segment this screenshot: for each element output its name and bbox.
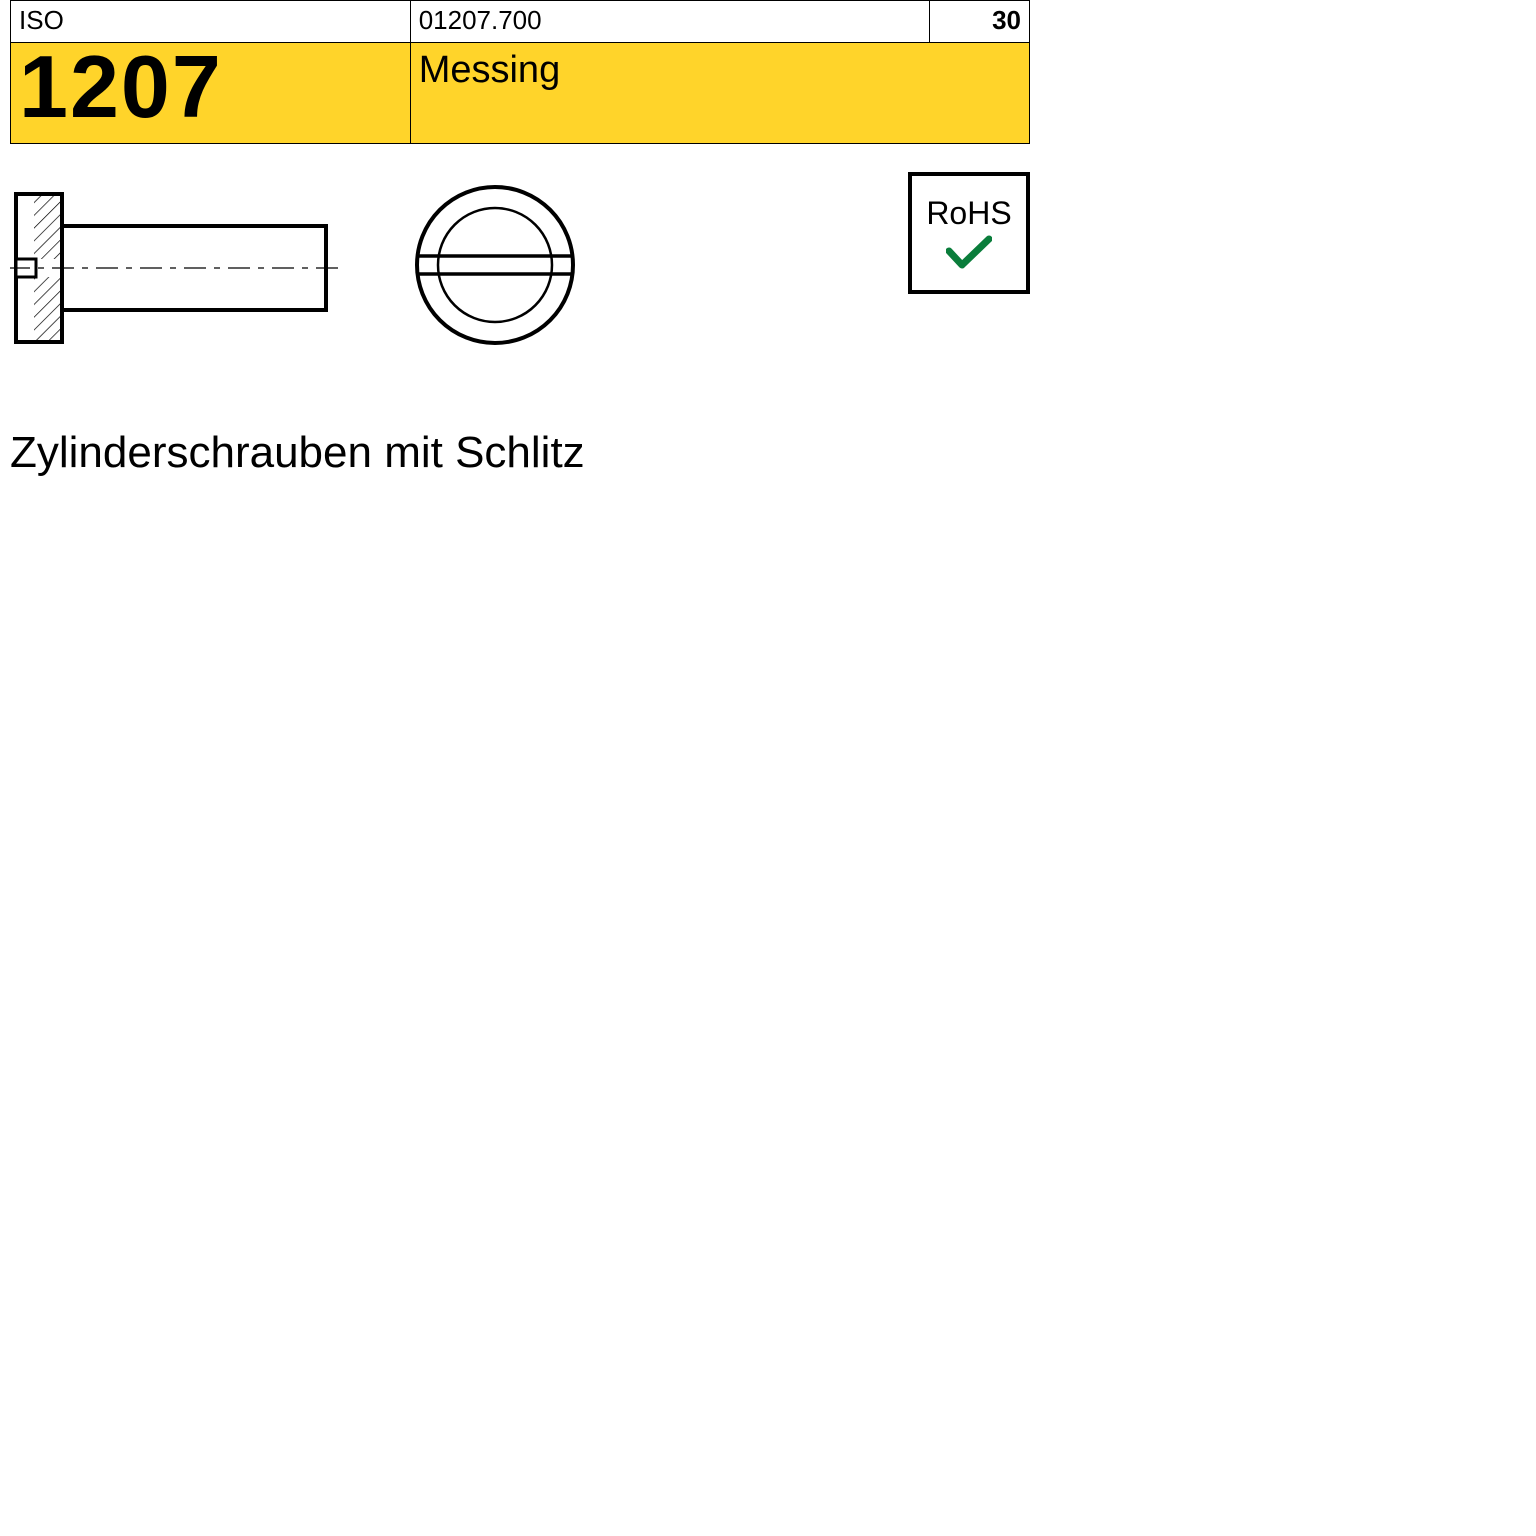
material-cell: Messing (410, 43, 1029, 144)
screw-side-view (10, 188, 342, 348)
header-table: ISO 01207.700 30 1207 Messing (10, 0, 1030, 144)
standard-number-cell: 1207 (11, 43, 411, 144)
article-code-cell: 01207.700 (410, 1, 929, 43)
page-number-cell: 30 (930, 1, 1030, 43)
datasheet-page: ISO 01207.700 30 1207 Messing (10, 0, 1030, 1018)
rohs-badge: RoHS (908, 172, 1030, 294)
check-icon (946, 235, 992, 269)
product-title: Zylinderschrauben mit Schlitz (10, 428, 1030, 478)
rohs-label: RoHS (926, 197, 1011, 229)
diagram-row: RoHS (10, 162, 1030, 382)
screw-head-front-view (410, 180, 580, 350)
